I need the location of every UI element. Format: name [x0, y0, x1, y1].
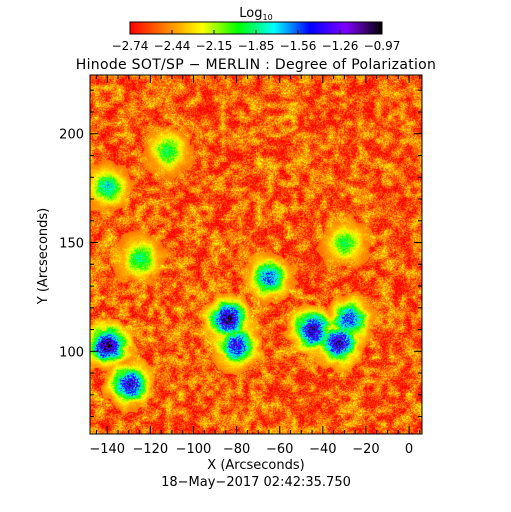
x-tick-label: −100: [176, 442, 212, 457]
x-tick-label: −20: [352, 442, 379, 457]
colorbar-tick-label: −2.74: [112, 39, 149, 53]
colorbar-ticks: [129, 30, 383, 34]
y-axis: 100 150 200: [59, 89, 422, 418]
x-tick-label: −40: [309, 442, 336, 457]
heatmap-image: [90, 75, 422, 434]
x-tick-label: −120: [133, 442, 169, 457]
colorbar-tick-label: −0.97: [364, 39, 401, 53]
x-tick-label: −140: [89, 442, 125, 457]
colorbar: Log10 −2.74 −2.44 −2.15 −1.85 −1.56 −1.26 −0.9…: [112, 6, 401, 53]
colorbar-tick-label: −2.44: [154, 39, 191, 53]
timestamp-footer: 18−May−2017 02:42:35.750: [161, 475, 351, 490]
y-tick-label: 100: [59, 345, 84, 360]
x-tick-label: −60: [266, 442, 293, 457]
x-axis-label: X (Arcseconds): [207, 458, 304, 473]
x-axis: −140 −120 −100 −80 −60 −40 −20 0: [89, 75, 421, 457]
y-tick-label: 200: [59, 128, 84, 143]
x-tick-label: −80: [223, 442, 250, 457]
colorbar-tick-label: −1.56: [280, 39, 317, 53]
x-tick-label: 0: [405, 442, 413, 457]
colorbar-label: Log10: [239, 6, 272, 22]
colorbar-tick-label: −1.85: [238, 39, 275, 53]
colorbar-tick-label: −2.15: [196, 39, 233, 53]
colorbar-tick-labels: −2.74 −2.44 −2.15 −1.85 −1.56 −1.26 −0.97: [112, 39, 401, 53]
plot-frame: [89, 74, 423, 435]
y-tick-label: 150: [59, 237, 84, 252]
y-axis-label: Y (Arcseconds): [36, 208, 51, 305]
colorbar-tick-label: −1.26: [322, 39, 359, 53]
chart-title: Hinode SOT/SP − MERLIN : Degree of Polar…: [76, 57, 436, 73]
